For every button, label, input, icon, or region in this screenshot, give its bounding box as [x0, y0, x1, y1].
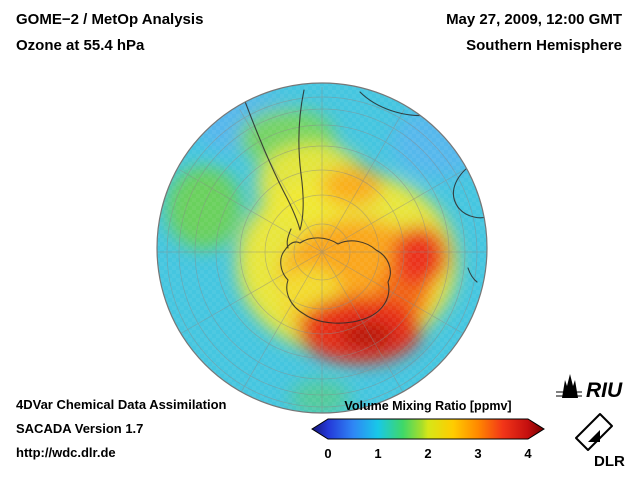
colorbar-tick-0: 0: [324, 446, 331, 461]
coastline-south-america: [239, 87, 305, 231]
colorbar-tick-3: 3: [474, 446, 481, 461]
level-title: Ozone at 55.4 hPa: [16, 37, 145, 54]
colorbar-gradient-bar: [311, 418, 545, 440]
analysis-title: GOME−2 / MetOp Analysis: [16, 11, 204, 28]
colorbar-tick-2: 2: [424, 446, 431, 461]
riu-spire-icon: [556, 374, 582, 398]
ozone-globe-map: [156, 82, 488, 414]
coastline-new-zealand: [467, 267, 478, 283]
colorbar: Volume Mixing Ratio [ppmv] 0 1 2 3 4: [311, 399, 545, 461]
ozone-field: [157, 83, 487, 413]
coastline-antarctica: [280, 237, 391, 324]
hemisphere-label: Southern Hemisphere: [466, 37, 622, 54]
version-label: SACADA Version 1.7: [16, 421, 144, 436]
assimilation-label: 4DVar Chemical Data Assimilation: [16, 397, 227, 412]
url-label: http://wdc.dlr.de: [16, 445, 116, 460]
dlr-emblem-icon: [575, 413, 613, 451]
colorbar-tick-4: 4: [524, 446, 532, 461]
colorbar-tick-1: 1: [374, 446, 381, 461]
datetime-label: May 27, 2009, 12:00 GMT: [446, 11, 622, 28]
riu-logo-text: RIU: [586, 379, 623, 402]
riu-logo: RIU: [556, 374, 623, 402]
dlr-logo-text: DLR: [594, 453, 625, 470]
colorbar-title: Volume Mixing Ratio [ppmv]: [344, 399, 511, 413]
dlr-logo: DLR: [575, 413, 625, 470]
globe-outline: [156, 82, 488, 414]
